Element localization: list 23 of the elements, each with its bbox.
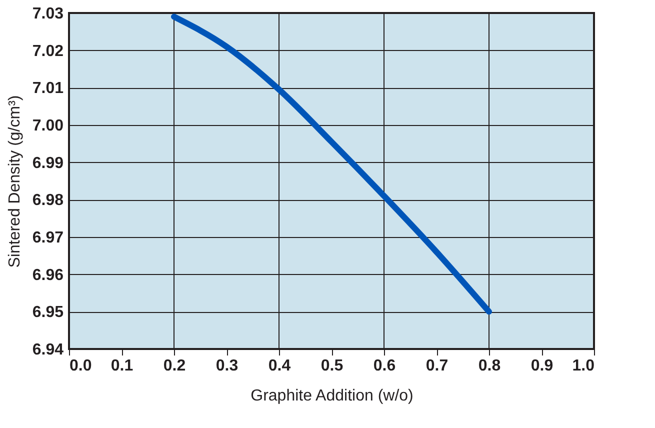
x-tick-label: 1.0 <box>572 358 595 374</box>
y-tick-label: 6.96 <box>32 266 64 284</box>
y-axis-title: Sintered Density (g/cm³) <box>6 95 24 268</box>
x-tick-label: 0.7 <box>426 358 448 374</box>
y-tick-label: 7.01 <box>32 80 64 98</box>
x-tick-label: 0.1 <box>110 358 134 374</box>
x-tick-label: 0.2 <box>163 358 186 374</box>
x-tick-label: 0.5 <box>320 358 344 374</box>
x-tick-label: 0.4 <box>268 358 291 374</box>
x-tick-label: 0.8 <box>478 358 501 374</box>
x-tick-label: 0.3 <box>216 358 238 374</box>
x-tick-label: 0.6 <box>373 358 396 374</box>
y-tick-label: 6.99 <box>32 154 64 172</box>
x-axis-title: Graphite Addition (w/o) <box>250 388 414 404</box>
x-tick-label: 0.9 <box>530 358 554 374</box>
y-tick-label: 6.95 <box>32 304 64 322</box>
y-tick-label: 7.03 <box>32 6 64 22</box>
y-tick-label: 6.98 <box>32 192 64 210</box>
y-tick-label: 6.97 <box>32 230 64 246</box>
y-tick-label: 6.94 <box>32 342 64 358</box>
y-tick-label: 7.02 <box>32 42 64 60</box>
x-tick-label: 0.0 <box>70 358 92 374</box>
y-tick-label: 7.00 <box>32 118 64 134</box>
